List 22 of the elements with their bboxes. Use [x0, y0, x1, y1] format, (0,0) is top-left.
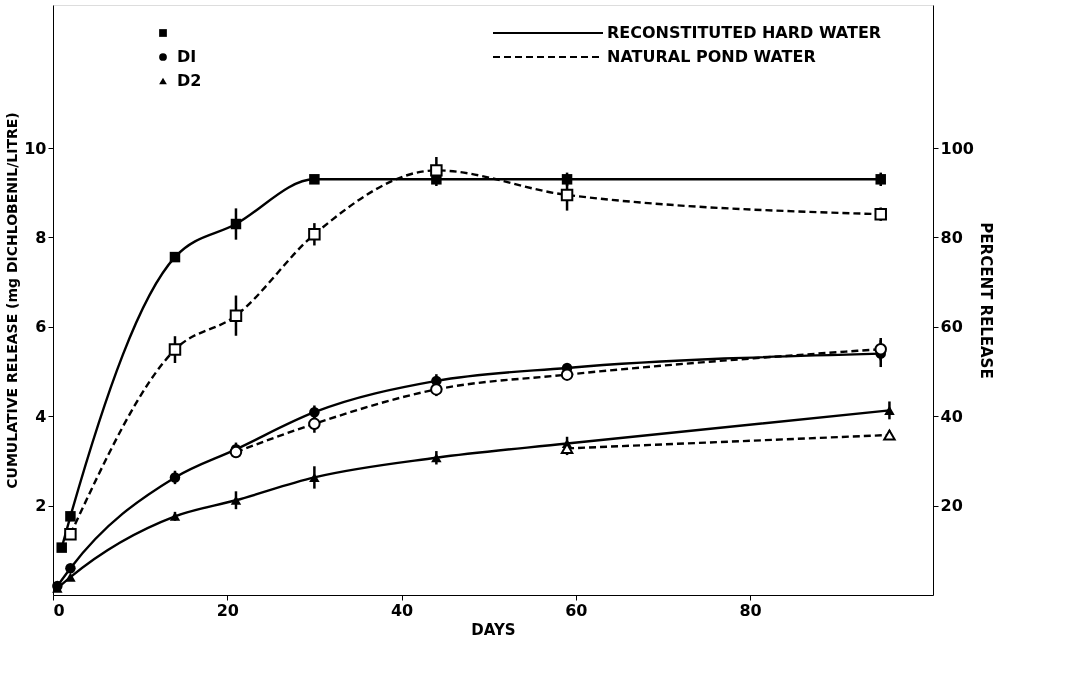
legend-label: DI	[177, 47, 197, 66]
annotation: NATURAL POND WATER	[607, 47, 816, 66]
x-tick-label: 40	[390, 600, 414, 620]
y2-tick-label: 40	[940, 406, 963, 426]
y-tick-label: 4	[35, 406, 47, 426]
y2-tick-label: 80	[940, 227, 963, 247]
y2-tick-label: 60	[940, 317, 963, 337]
y-tick-label: 10	[24, 138, 47, 158]
y-tick-label: 2	[35, 496, 47, 516]
y2-tick-label: 20	[940, 496, 963, 516]
y2-tick-label: 100	[940, 138, 974, 158]
annotation: RECONSTITUTED HARD WATER	[607, 23, 882, 42]
y-tick-label: 8	[35, 227, 47, 247]
x-tick-label: 80	[739, 600, 762, 620]
x-tick-label: 0	[53, 600, 65, 620]
x-tick-label: 20	[216, 600, 239, 620]
y-tick-label: 6	[35, 317, 47, 337]
legend-label: D2	[177, 71, 202, 90]
x-axis-title: DAYS	[471, 620, 516, 639]
x-tick-label: 60	[565, 600, 588, 620]
y-axis-title: CUMULATIVE RELEASE (mg DICHLOBENIL/LITRE)	[4, 112, 21, 489]
y2-axis-title: PERCENT RELEASE	[976, 222, 995, 379]
